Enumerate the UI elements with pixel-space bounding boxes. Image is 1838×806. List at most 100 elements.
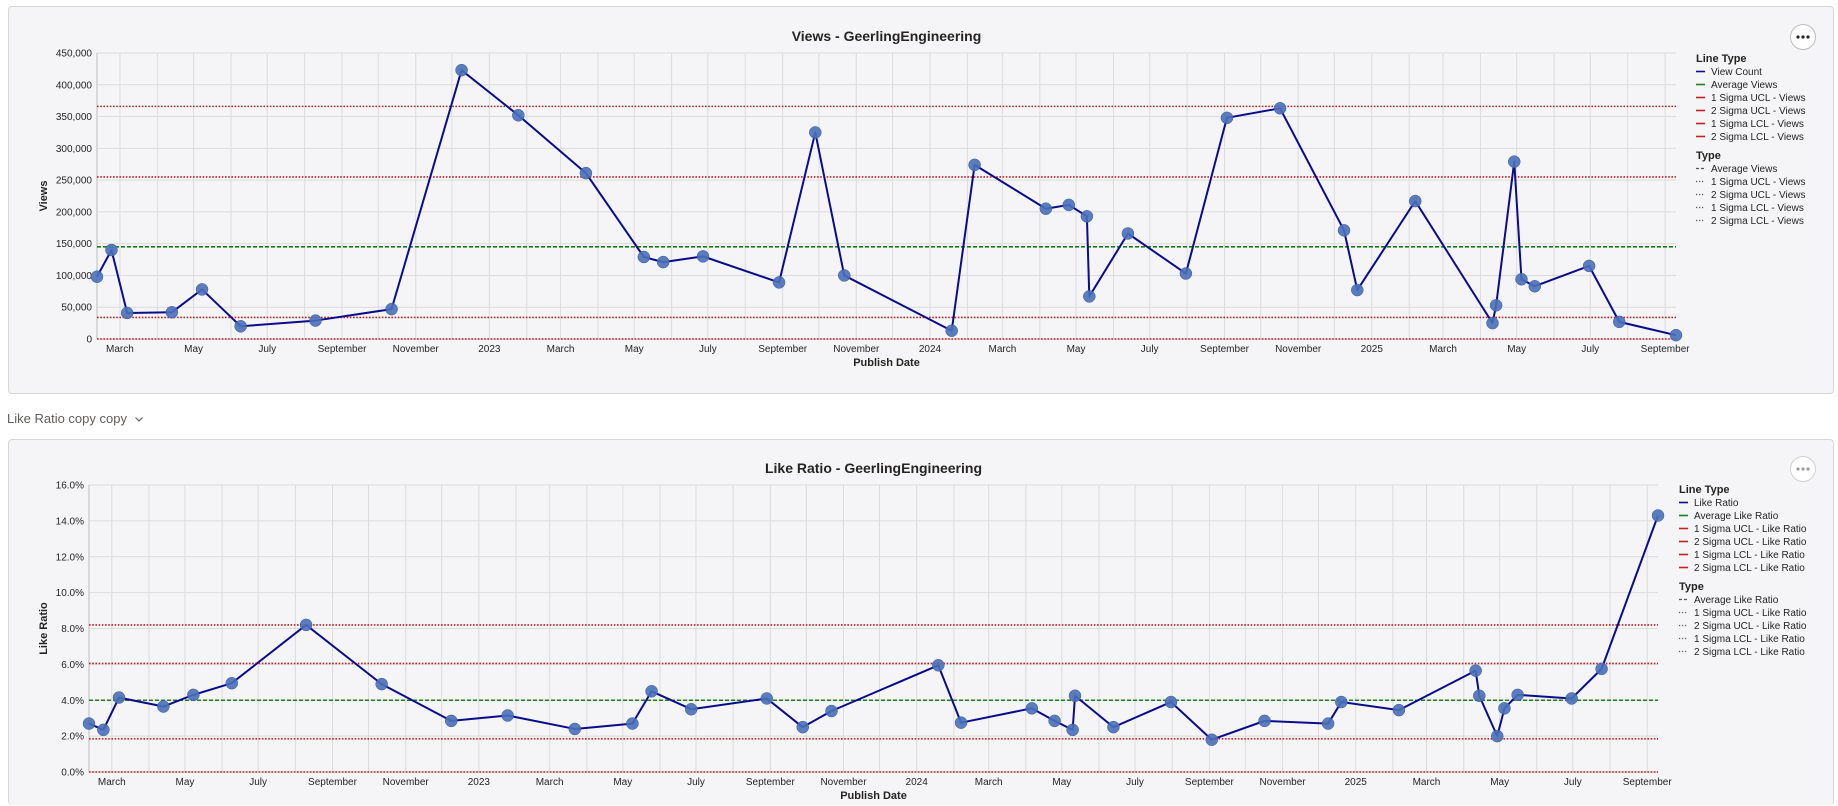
legend-item: View Count <box>1711 67 1762 78</box>
x-tick-label: July <box>699 344 717 355</box>
series-line <box>88 515 1659 741</box>
legend-item: 1 Sigma UCL - Like Ratio <box>1694 524 1807 535</box>
x-tick-label: May <box>184 344 203 355</box>
y-tick-label: 400,000 <box>56 80 93 91</box>
data-point <box>1489 299 1503 312</box>
y-axis-title: Views <box>38 181 50 212</box>
series-line <box>96 69 1677 337</box>
legend-item: 1 Sigma LCL - Views <box>1711 203 1804 214</box>
legend-item: 2 Sigma UCL - Views <box>1711 106 1805 117</box>
x-tick-label: March <box>547 344 575 355</box>
legend-item: Average Like Ratio <box>1694 511 1779 522</box>
x-tick-label: May <box>1507 344 1526 355</box>
x-tick-label: July <box>258 344 276 355</box>
more-options-button[interactable] <box>1790 456 1816 482</box>
data-point <box>1025 702 1039 715</box>
data-point <box>165 306 179 319</box>
x-tick-label: March <box>975 777 1003 788</box>
legend-title: Line Type <box>1679 484 1730 496</box>
data-point <box>1220 111 1234 125</box>
data-point <box>120 306 134 320</box>
x-tick-label: November <box>393 344 440 355</box>
data-point <box>1351 283 1364 297</box>
x-tick-label: May <box>1067 344 1086 355</box>
y-tick-label: 10.0% <box>56 588 84 599</box>
data-point <box>684 702 698 716</box>
legend-title: Type <box>1696 150 1721 162</box>
y-tick-label: 14.0% <box>56 516 84 527</box>
more-options-icon <box>1796 467 1810 471</box>
y-axis-title: Like Ratio <box>38 602 50 655</box>
data-point <box>568 722 582 736</box>
y-tick-label: 200,000 <box>56 207 93 218</box>
data-point <box>1179 267 1193 280</box>
data-point <box>1582 259 1596 273</box>
legend-item: 1 Sigma UCL - Views <box>1711 93 1805 104</box>
x-tick-label: May <box>1490 777 1509 788</box>
data-point <box>1491 729 1504 743</box>
y-tick-label: 2.0% <box>61 732 84 743</box>
data-point <box>187 688 200 702</box>
x-axis-title: Publish Date <box>853 357 920 369</box>
x-tick-label: November <box>1259 777 1306 788</box>
data-point <box>1651 509 1665 522</box>
section-header[interactable]: Like Ratio copy copy <box>7 411 145 426</box>
x-tick-label: March <box>1429 344 1457 355</box>
y-tick-label: 0 <box>86 335 92 346</box>
legend-item: 1 Sigma LCL - Views <box>1711 119 1804 130</box>
y-tick-label: 16.0% <box>56 481 84 492</box>
data-point <box>1408 194 1422 208</box>
data-point <box>1507 155 1521 168</box>
legend-title: Line Type <box>1696 53 1747 65</box>
chart-title: Like Ratio - GeerlingEngineering <box>765 460 982 476</box>
section-header-label: Like Ratio copy copy <box>7 411 127 426</box>
data-point <box>105 243 118 257</box>
x-tick-label: May <box>1052 777 1071 788</box>
data-point <box>1107 720 1120 734</box>
x-tick-label: September <box>746 777 796 788</box>
data-point <box>501 709 514 722</box>
data-point <box>1613 315 1626 329</box>
legend-item: 2 Sigma LCL - Views <box>1711 132 1804 143</box>
data-point <box>626 717 639 730</box>
data-point <box>1669 328 1683 342</box>
data-point <box>195 283 209 296</box>
data-point <box>1515 273 1528 286</box>
data-point <box>82 717 96 730</box>
more-options-icon <box>1796 35 1810 39</box>
legend-item: 2 Sigma LCL - Like Ratio <box>1694 563 1805 574</box>
data-point <box>445 714 458 728</box>
x-tick-label: 2025 <box>1361 344 1384 355</box>
data-point <box>837 269 851 282</box>
legend-item: 1 Sigma UCL - Views <box>1711 177 1805 188</box>
data-point <box>1205 733 1219 746</box>
legend-item: 2 Sigma UCL - Views <box>1711 190 1805 201</box>
x-axis-title: Publish Date <box>840 790 907 802</box>
grid-lines <box>97 52 1676 340</box>
legend-item: 2 Sigma LCL - Like Ratio <box>1694 647 1805 658</box>
data-point <box>1080 210 1094 223</box>
data-point <box>234 320 247 333</box>
x-tick-label: 2023 <box>478 344 501 355</box>
views-chart: Views - GeerlingEngineering 0 50,000 100,00… <box>38 28 1805 369</box>
like-ratio-chart-panel: Like Ratio - GeerlingEngineering 0.0% 2.0%… <box>8 439 1834 805</box>
y-tick-label: 4.0% <box>61 696 84 707</box>
data-point <box>512 109 525 122</box>
data-point <box>656 255 670 269</box>
grid-lines <box>89 484 1658 773</box>
data-point <box>1164 695 1178 709</box>
data-point <box>1469 664 1482 677</box>
data-point <box>112 691 126 704</box>
data-point <box>696 250 710 263</box>
data-point <box>90 270 104 283</box>
x-tick-label: July <box>687 777 705 788</box>
data-point <box>954 716 968 729</box>
data-point <box>637 250 651 264</box>
x-tick-label: 2023 <box>468 777 491 788</box>
data-point <box>375 677 388 691</box>
x-tick-label: 2025 <box>1345 777 1368 788</box>
y-tick-label: 450,000 <box>56 49 93 60</box>
x-tick-label: September <box>1623 777 1673 788</box>
data-point <box>385 302 398 316</box>
more-options-button[interactable] <box>1790 24 1816 50</box>
